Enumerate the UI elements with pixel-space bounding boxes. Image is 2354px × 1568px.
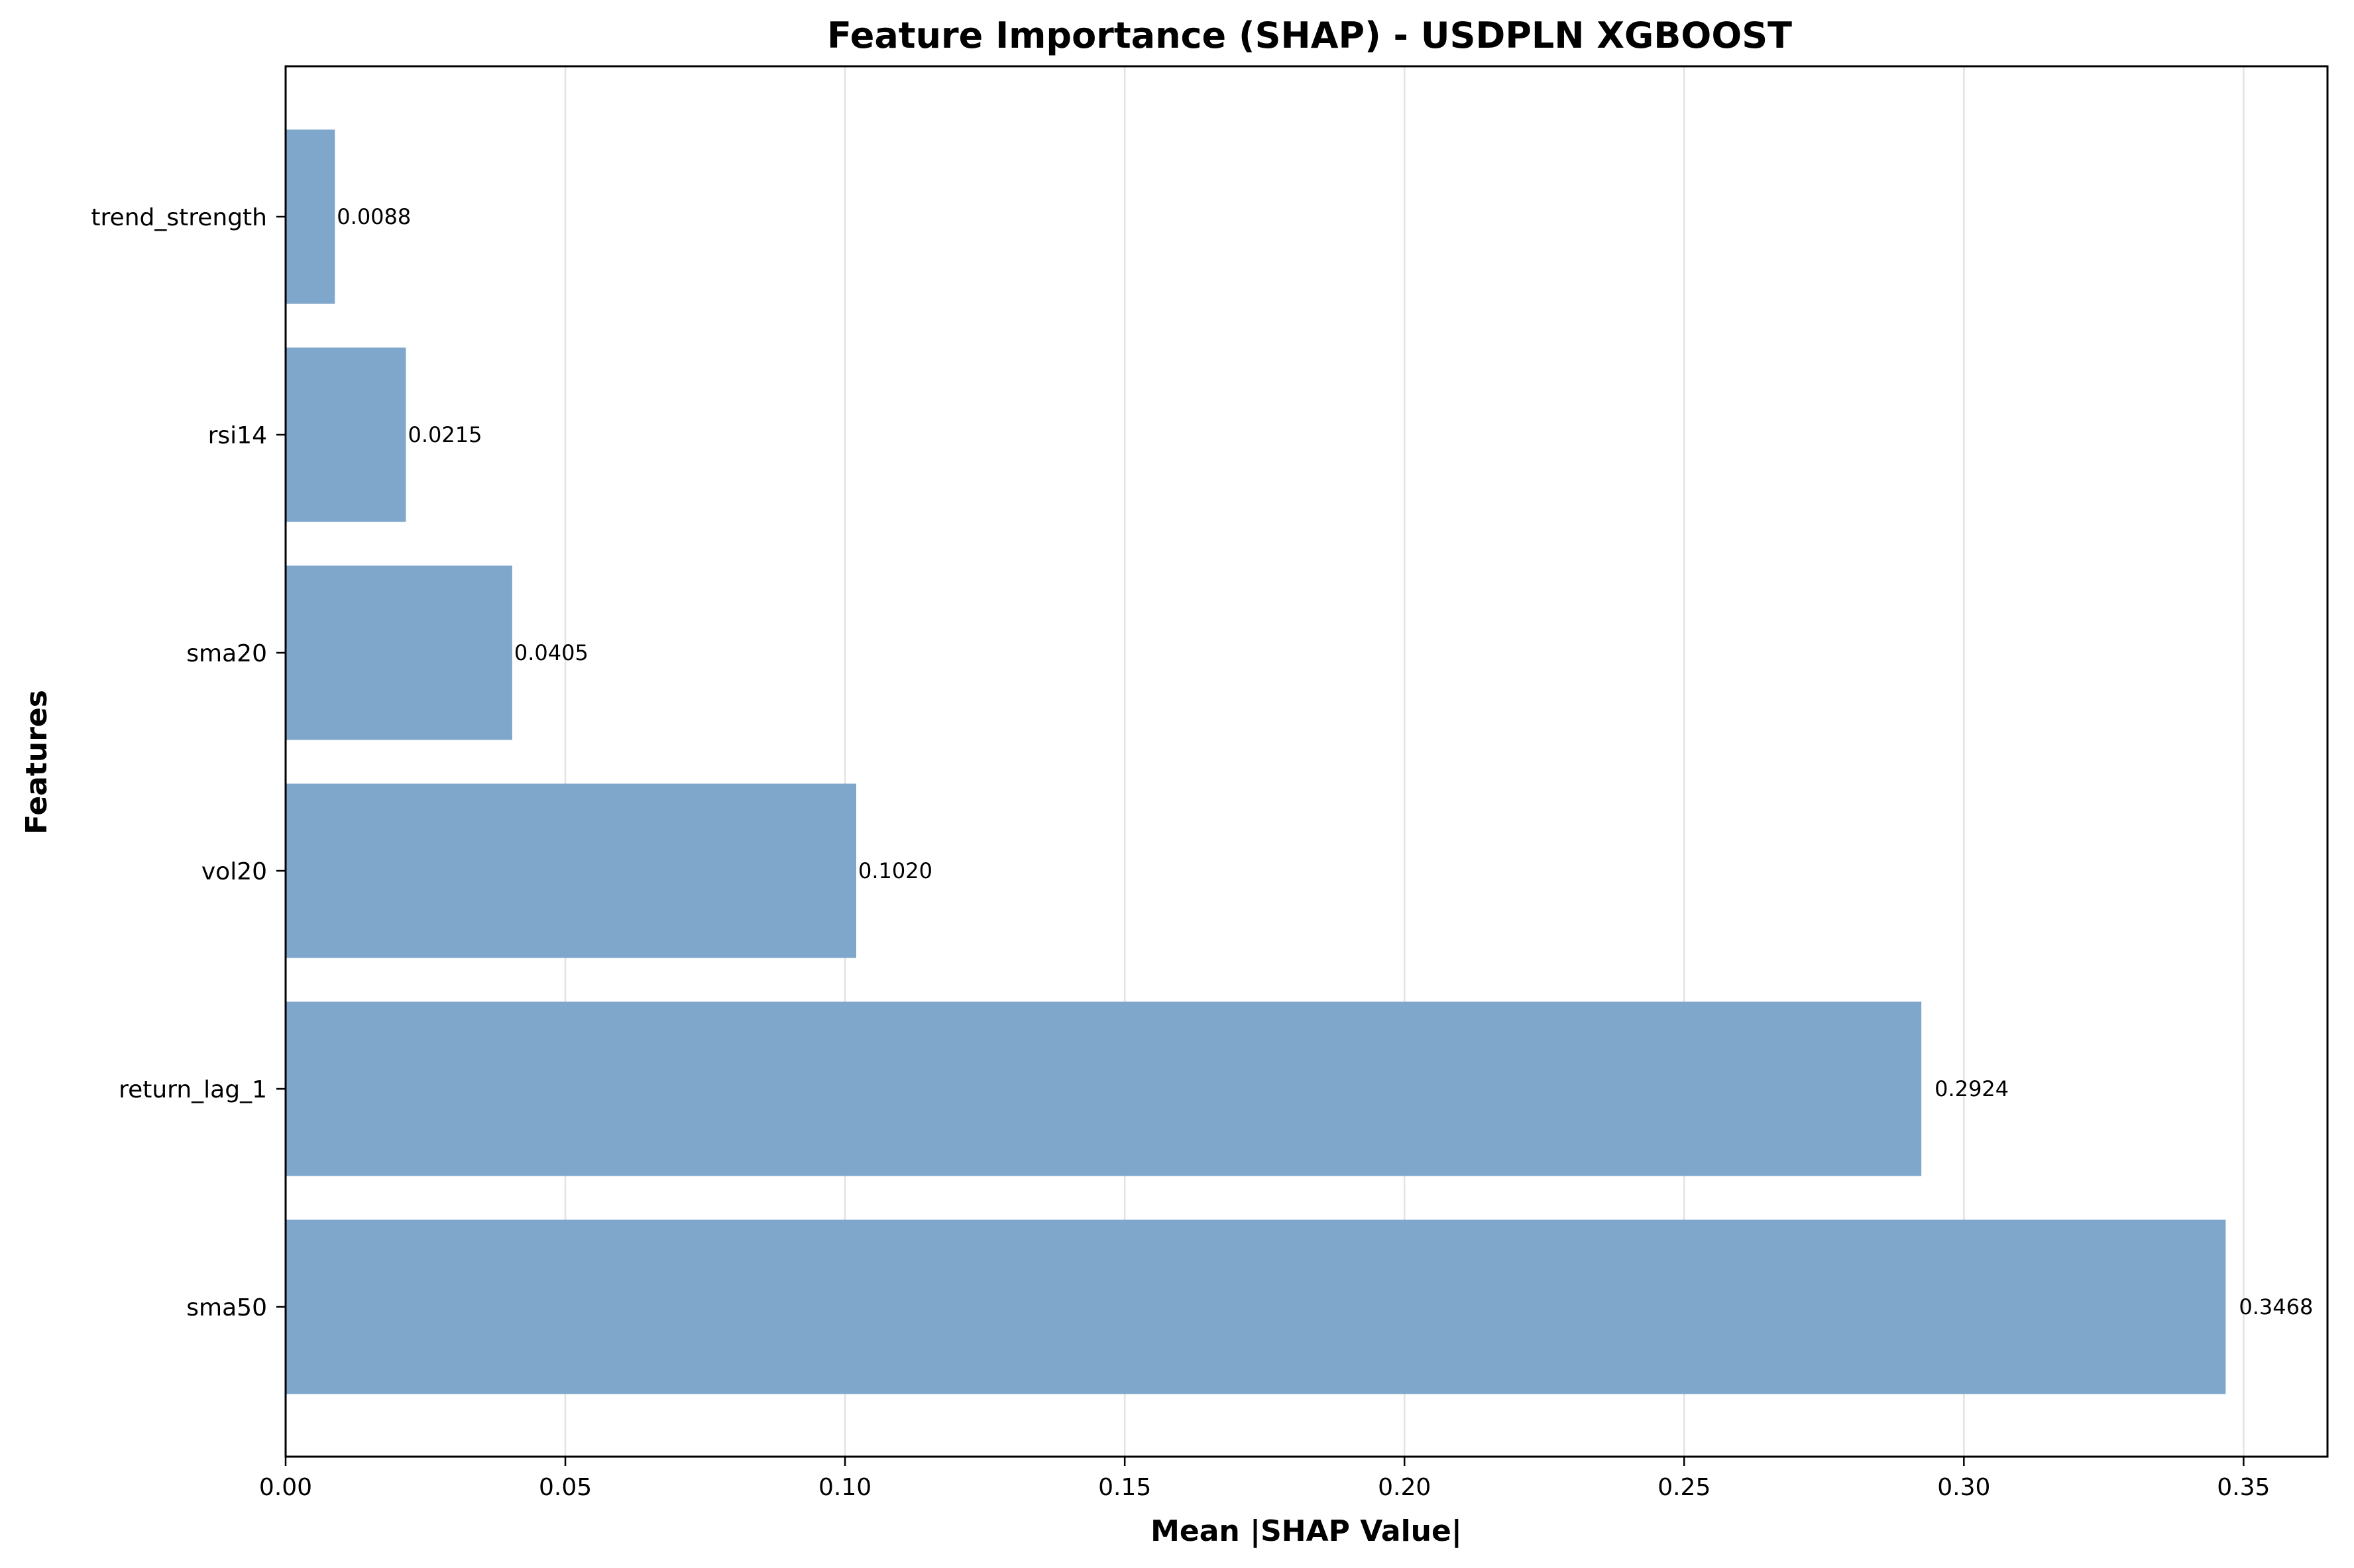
y-tick-label-sma20: sma20 [186,640,267,667]
plot-frame [284,65,2329,1458]
value-label-sma20: 0.0405 [514,640,588,665]
value-label-rsi14: 0.0215 [408,422,482,447]
y-tick-label-vol20: vol20 [201,858,267,885]
value-label-return_lag_1: 0.2924 [1934,1076,2009,1101]
grid-lines [284,66,2245,1457]
bar-rsi14 [286,347,406,522]
value-labels: 0.0088 0.0215 0.0405 0.1020 0.2924 0.3468 [337,204,2313,1319]
x-tick-label: 0.05 [539,1474,592,1501]
y-tick-label-sma50: sma50 [186,1294,267,1321]
bar-sma20 [286,565,512,740]
y-axis-ticks: trend_strength rsi14 sma20 vol20 return_lag_… [91,204,286,1321]
x-tick-label: 0.35 [2217,1474,2270,1501]
bar-vol20 [286,783,856,958]
x-tick-label: 0.25 [1657,1474,1710,1501]
chart-title: Feature Importance (SHAP) - USDPLN XGBOO… [827,15,1792,56]
value-label-vol20: 0.1020 [858,858,932,883]
value-label-sma50: 0.3468 [2239,1294,2313,1319]
bar-trend_strength [286,129,335,304]
x-tick-label: 0.30 [1937,1474,1990,1501]
y-axis-label: Features [20,690,54,834]
y-tick-label-return_lag_1: return_lag_1 [119,1076,267,1103]
bars [286,129,2226,1394]
x-tick-label: 0.20 [1378,1474,1431,1501]
value-label-trend_strength: 0.0088 [337,204,411,229]
x-axis-label: Mean |SHAP Value| [1150,1514,1462,1548]
x-tick-label: 0.00 [259,1474,312,1501]
y-tick-label-rsi14: rsi14 [208,422,267,449]
x-tick-label: 0.10 [818,1474,871,1501]
bar-return_lag_1 [286,1001,1922,1176]
bar-sma50 [286,1219,2226,1394]
y-tick-label-trend_strength: trend_strength [91,204,267,231]
x-axis-ticks: 0.00 0.05 0.10 0.15 0.20 0.25 0.30 0.35 [259,1457,2270,1501]
x-tick-label: 0.15 [1098,1474,1151,1501]
